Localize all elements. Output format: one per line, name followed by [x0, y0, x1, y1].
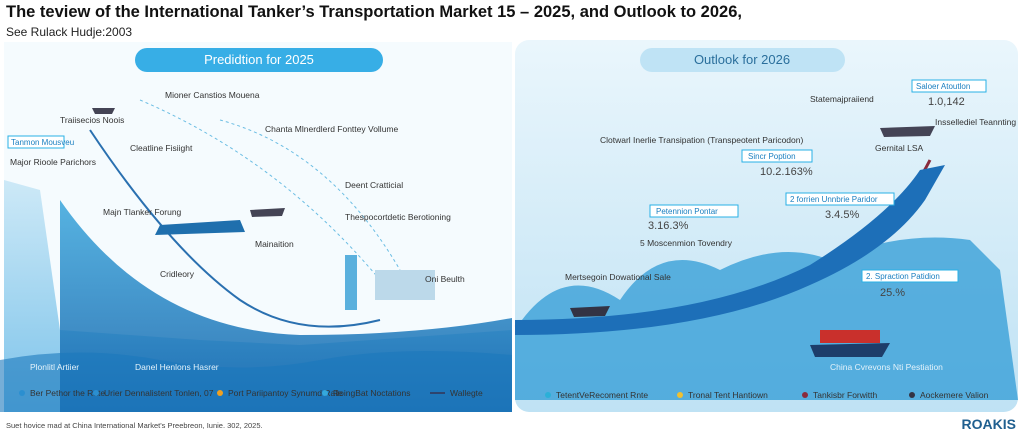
label: Majn Tlanker Forung — [103, 207, 182, 217]
label: Mainaition — [255, 239, 294, 249]
legend-item: Tankisbr Forwitth — [813, 390, 878, 400]
label-box — [649, 204, 739, 218]
label-box — [861, 269, 959, 283]
label-box — [7, 135, 65, 149]
label: Plonlitl Artiier — [30, 362, 79, 372]
legend-item: Tronal Tent Hantiown — [688, 390, 768, 400]
legend-item: Wallegte — [450, 388, 483, 398]
legend-swatch — [217, 390, 223, 396]
panel-heading: Predidtion for 2025 — [204, 52, 314, 67]
legend-swatch — [802, 392, 808, 398]
label: Major Rioole Parichors — [10, 157, 96, 167]
label: Chanta Mlnerdlerd Fonttey Vollume — [265, 124, 399, 134]
ship-icon — [250, 208, 285, 217]
label: Tanmon Mousveu — [11, 138, 74, 147]
legend-item: Ber Pethor the Rate — [30, 388, 105, 398]
ship-icon — [880, 126, 935, 137]
label: 5 Moscenmion Tovendry — [640, 238, 733, 248]
legend-item: Aockemere Valion — [920, 390, 989, 400]
value-label: 3.4.5% — [825, 209, 859, 221]
label: Gernital LSA — [875, 143, 924, 153]
value-label: 1.0,142 — [928, 96, 965, 108]
subtitle: See Rulack Hudje:2003 — [6, 25, 132, 39]
label: Saloer Atoutlon — [916, 82, 970, 91]
panel-heading: Outlook for 2026 — [694, 52, 790, 67]
tower-icon — [345, 255, 357, 310]
label: Cleatline Fisiight — [130, 143, 193, 153]
ship-icon — [810, 343, 890, 357]
legend-swatch — [322, 390, 328, 396]
heading-pill — [135, 48, 383, 72]
label: Petennion Pontar — [656, 207, 718, 216]
label: Deent Cratticial — [345, 180, 403, 190]
label: Traiisecios Noois — [60, 115, 124, 125]
wave — [0, 351, 512, 412]
legend-item: Urier Dennalistent Tonlen, 07 — [104, 388, 214, 398]
label-box — [785, 192, 895, 206]
route-line — [219, 119, 401, 271]
label: Oni Beulth — [425, 274, 465, 284]
label: Danel Henlons Hasrer — [135, 362, 219, 372]
value-label: 10.2.163% — [760, 166, 813, 178]
label: 2. Spraction Patidion — [866, 272, 940, 281]
ship-icon — [92, 108, 115, 114]
legend-left: Ber Pethor the Rate Urier Dennalistent T… — [19, 388, 483, 398]
label: Mertsegoin Dowational Sale — [565, 272, 671, 282]
legend-item: TetentVeRecoment Rnte — [556, 390, 648, 400]
legend-swatch — [909, 392, 915, 398]
legend-right: TetentVeRecoment Rnte Tronal Tent Hantio… — [545, 390, 989, 400]
label: 2 forrien Unnbrie Paridor — [790, 195, 878, 204]
footer: Suet hovice mad at China International M… — [6, 421, 263, 430]
legend-item: Port Pariipantoy Synumd Rate — [228, 388, 343, 398]
label: Thespocortdetic Berotioning — [345, 212, 451, 222]
legend-swatch — [545, 392, 551, 398]
label-box — [911, 79, 987, 93]
title: The teview of the International Tanker’s… — [6, 3, 742, 21]
legend-swatch — [677, 392, 683, 398]
label: China Cvrevons Nti Pestiation — [830, 362, 943, 372]
heading-pill — [640, 48, 845, 72]
logo: ROAKIS — [962, 416, 1016, 432]
ship-icon — [820, 330, 880, 343]
ship-icon — [570, 306, 610, 317]
trend-arrow — [515, 165, 945, 335]
ship-icon — [155, 220, 245, 235]
value-label: 3.16.3% — [648, 220, 689, 232]
route-line — [89, 129, 381, 328]
label: Statemajpraiiend — [810, 94, 874, 104]
label: Mioner Canstios Mouena — [165, 90, 260, 100]
legend-swatch — [19, 390, 25, 396]
label: Inssellediel Teannting — [935, 117, 1016, 127]
legend-item: RoingBat Noctations — [333, 388, 411, 398]
value-label: 25.% — [880, 287, 905, 299]
port-icon — [375, 270, 435, 300]
label: Cridleory — [160, 269, 195, 279]
legend-swatch — [93, 390, 99, 396]
label: Sincr Poption — [748, 152, 796, 161]
label-box — [741, 149, 813, 163]
route-line — [139, 99, 381, 281]
label: Clotwarl Inerlie Transipation (Transpeot… — [600, 135, 803, 145]
